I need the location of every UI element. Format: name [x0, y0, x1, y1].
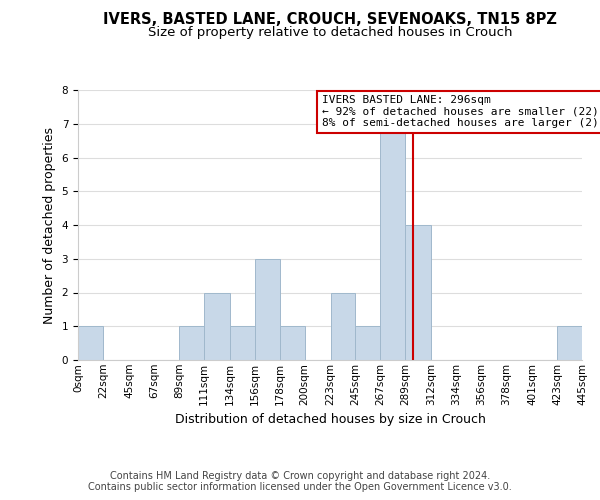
Bar — [230, 326, 254, 360]
Text: IVERS, BASTED LANE, CROUCH, SEVENOAKS, TN15 8PZ: IVERS, BASTED LANE, CROUCH, SEVENOAKS, T… — [103, 12, 557, 28]
Bar — [380, 124, 406, 360]
Bar — [179, 326, 204, 360]
Bar — [406, 225, 431, 360]
Bar — [204, 292, 230, 360]
Text: IVERS BASTED LANE: 296sqm
← 92% of detached houses are smaller (22)
8% of semi-d: IVERS BASTED LANE: 296sqm ← 92% of detac… — [322, 95, 600, 128]
Y-axis label: Number of detached properties: Number of detached properties — [43, 126, 56, 324]
Text: Contains HM Land Registry data © Crown copyright and database right 2024.
Contai: Contains HM Land Registry data © Crown c… — [88, 471, 512, 492]
Bar — [254, 259, 280, 360]
X-axis label: Distribution of detached houses by size in Crouch: Distribution of detached houses by size … — [175, 413, 485, 426]
Bar — [331, 292, 355, 360]
Bar — [78, 326, 103, 360]
Bar — [557, 326, 582, 360]
Bar — [355, 326, 380, 360]
Bar — [280, 326, 305, 360]
Text: Size of property relative to detached houses in Crouch: Size of property relative to detached ho… — [148, 26, 512, 39]
